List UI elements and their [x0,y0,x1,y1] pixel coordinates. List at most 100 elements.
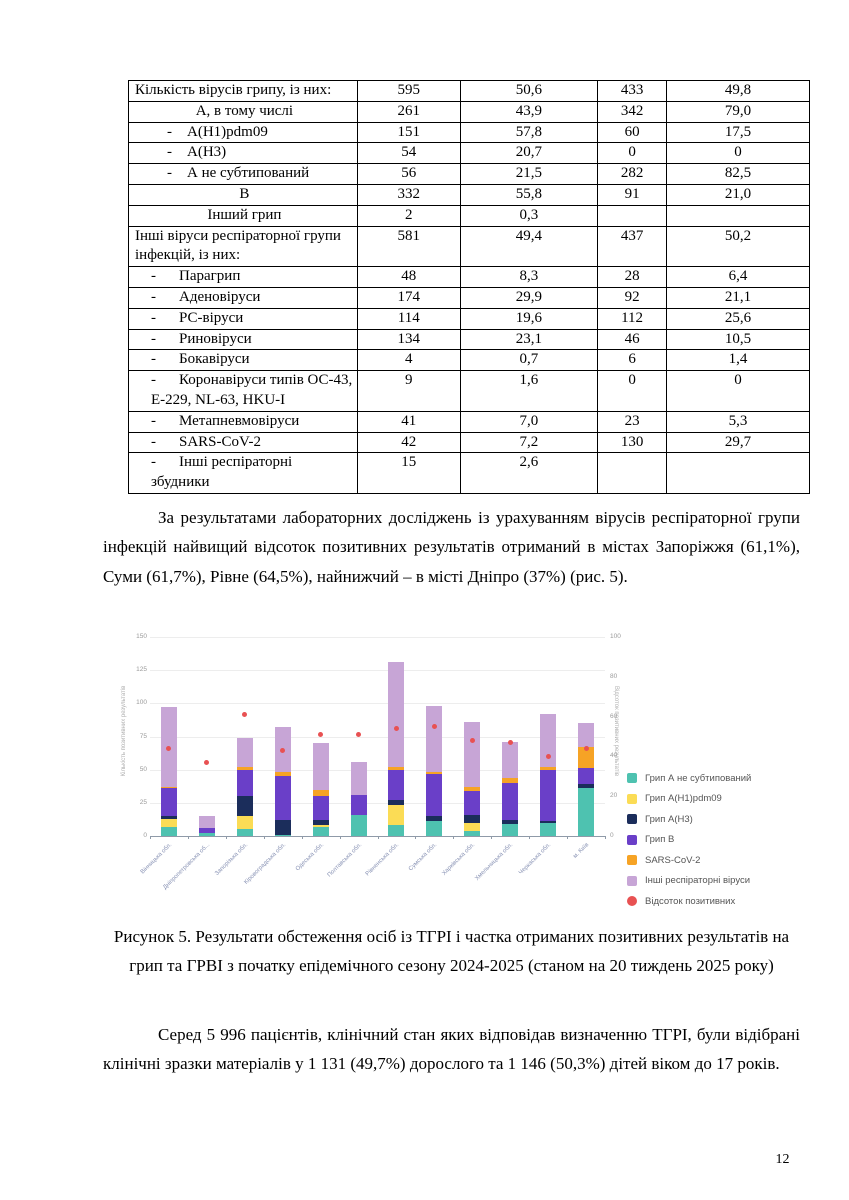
legend-label: SARS-CoV-2 [645,854,701,866]
row-label: -А не субтипований [128,163,358,185]
legend-item: Відсоток позитивних [627,891,751,912]
percent-dot [280,747,286,753]
bar-segment [274,772,291,777]
table-row: В 332 55,8 91 21,0 [128,183,811,206]
table-row: - Парагрип 48 8,3 28 6,4 [128,266,811,288]
bar-segment [236,737,253,767]
legend-item: Грип A(H1)pdm09 [627,789,751,810]
bar-segment [464,814,481,823]
y-tick-left: 75 [139,732,147,740]
table-cell: 42 [356,431,461,454]
bar-segment [350,814,367,836]
table-cell: 21,0 [665,183,811,206]
bar-segment [236,829,253,836]
legend-item: SARS-CoV-2 [627,850,751,871]
row-label: - SARS-CoV-2 [128,431,358,454]
table-cell: 15 [356,452,461,494]
row-label: - Аденовіруси [128,286,358,309]
bar-segment [160,788,177,817]
legend-swatch [627,773,637,784]
bar-segment [274,776,291,821]
gridline [150,637,605,638]
table-row: Інший грип 2 0,3 [128,204,811,227]
y-tick-left: 100 [136,699,147,707]
bar-segment [388,805,405,826]
x-tick-mark [339,836,341,839]
row-label: - Метапневмовіруси [128,410,358,433]
bar-segment [426,772,443,774]
table-cell: 5,3 [665,410,811,433]
percent-dot [393,726,399,732]
table-row: - Інші респіраторні збудники 15 2,6 [128,452,811,494]
table-cell: 92 [597,286,667,309]
bar-segment [236,816,253,830]
legend-label: Грип A(H3) [645,813,693,825]
row-label-text: А(H1)pdm09 [187,123,268,140]
x-tick-mark [301,836,303,839]
table-cell: 48 [356,266,461,288]
left-axis-title: Кількість позитивних результатів [121,685,127,777]
table-row: - А(H3) 54 20,7 0 0 [128,142,811,165]
table-cell: 0 [597,142,667,165]
dash-marker: - [151,454,156,471]
virus-table: Кількість вірусів грипу, із них: 595 50,6 4… [128,80,811,494]
table-cell: 25,6 [665,307,811,330]
table-cell: 82,5 [665,163,811,185]
bar-segment [198,833,215,836]
table-cell: 17,5 [665,121,811,144]
bar-segment [312,825,329,827]
table-cell: 49,4 [459,225,599,268]
row-label-text: Інші респіраторні збудники [151,454,293,491]
gridline [150,802,605,804]
table-cell: 7,0 [459,410,599,433]
bar-segment [160,816,177,819]
row-label: - РС-віруси [128,307,358,330]
x-tick-mark [150,836,151,839]
y-tick-right: 40 [610,752,618,760]
legend-label: Відсоток позитивних [645,895,736,907]
dash-marker: - [167,165,172,182]
table-cell: 21,5 [459,163,599,185]
x-tick-mark [263,836,265,839]
gridline [150,670,605,672]
gridline [150,769,605,771]
bar-segment [464,786,481,791]
table-cell: 23,1 [459,328,599,351]
bar-segment [578,723,595,748]
percent-dot [204,759,210,765]
x-tick-label: Запорізька обл. [214,842,250,878]
bar-segment [464,721,481,787]
table-cell [665,204,811,227]
bar-segment [350,794,367,815]
table-cell: 1,6 [459,370,599,412]
percent-dot [583,745,589,751]
table-row: - Коронавіруси типів ОС-43, Е-229, NL-63,… [128,370,811,412]
legend-swatch [627,793,637,804]
bar-segment [312,743,329,790]
bar-segment [350,761,367,795]
x-tick-mark [567,836,569,839]
percent-dot [469,737,475,743]
table-cell: 41 [356,410,461,433]
dash-marker: - [151,372,156,389]
percent-dot [356,732,362,737]
x-tick-label: Кіровоградська обл. [243,842,287,886]
table-cell: 57,8 [459,121,599,144]
bar-segment [388,767,405,770]
bar-segment [312,796,329,821]
row-label: - Коронавіруси типів ОС-43, Е-229, NL-63,… [128,370,358,412]
table-row: А, в тому числі 261 43,9 342 79,0 [128,100,811,123]
chart-legend: Грип А не субтипований Грип A(H1)pdm09 Гри… [627,768,751,912]
bar-segment [160,786,177,789]
table-cell: 43,9 [459,100,599,123]
dash-marker: - [151,268,156,285]
table-cell: 112 [597,307,667,330]
row-label: - Парагрип [128,266,358,288]
table-cell: 6,4 [665,266,811,288]
percent-dot [431,724,437,730]
legend-label: Інші респіраторні віруси [645,875,751,887]
table-row: Інші віруси респіраторної групи інфекцій… [128,225,811,268]
bar-segment [236,769,253,797]
table-cell: 134 [356,328,461,351]
y-tick-right: 0 [610,832,614,839]
